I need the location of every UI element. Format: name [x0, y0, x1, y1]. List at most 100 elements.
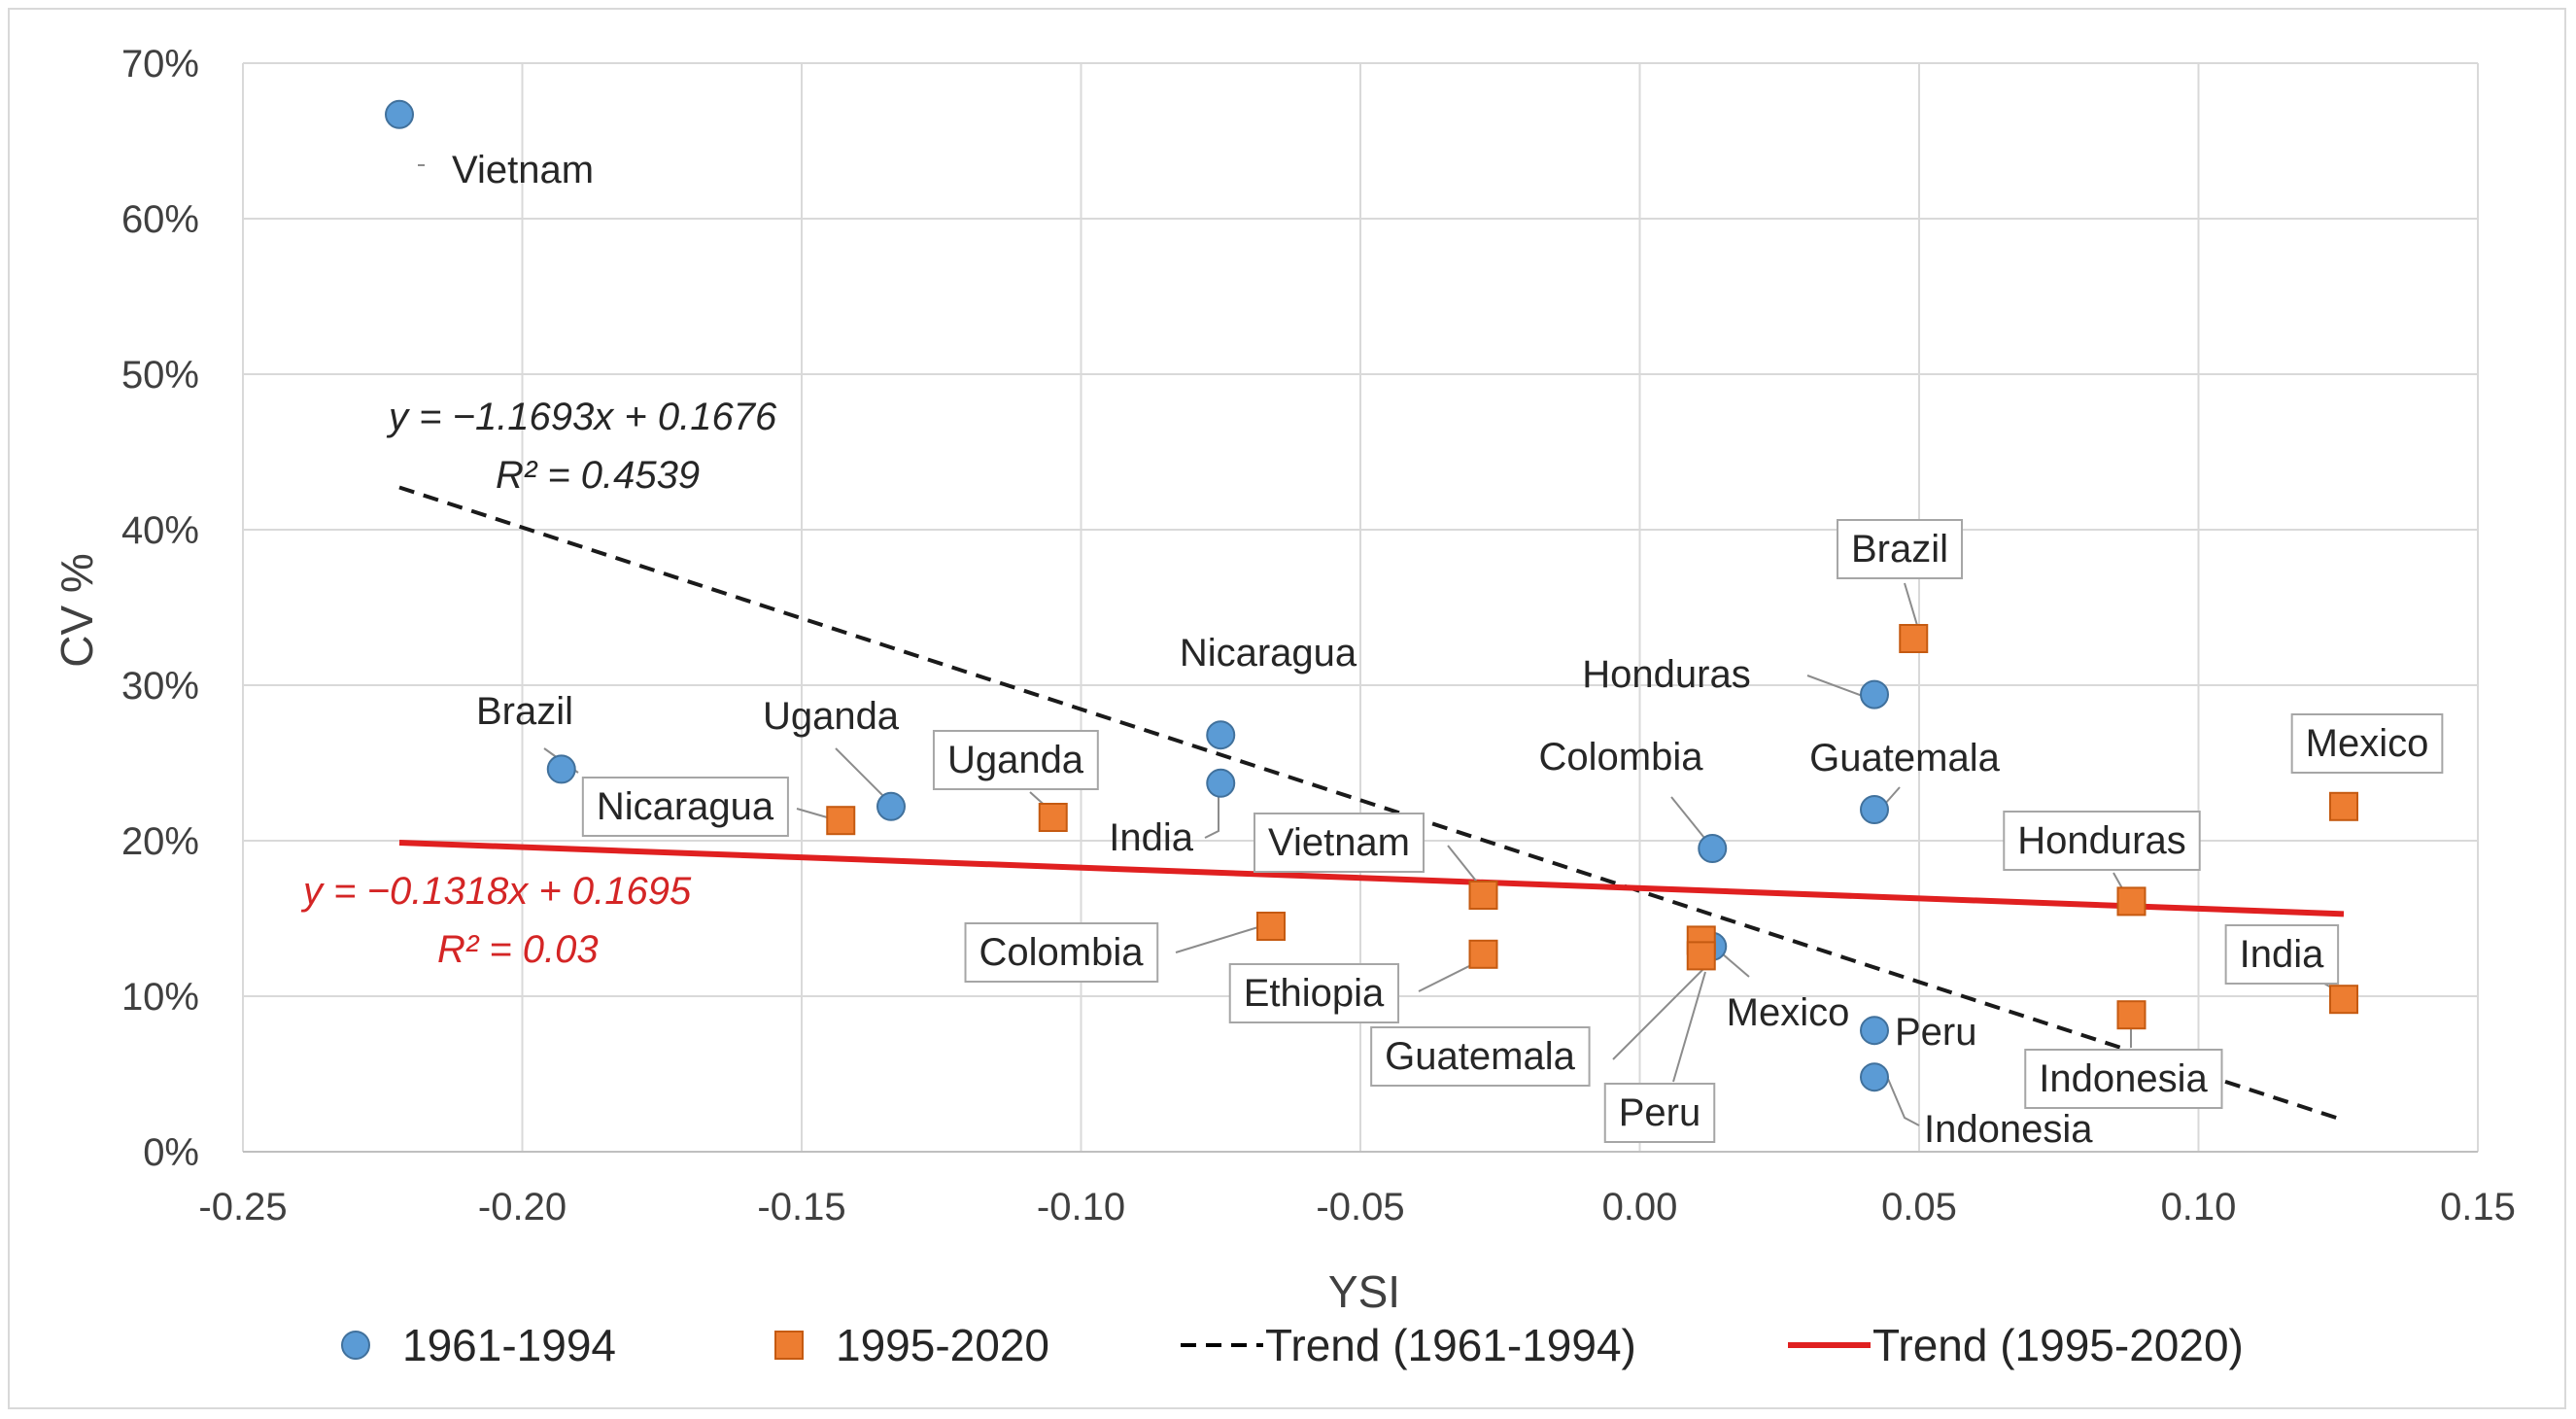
label-box-1995-2020-mexico — [2290, 713, 2444, 774]
legend-marker-1961-1994 — [341, 1331, 370, 1360]
y-tick-label: 60% — [121, 198, 199, 241]
legend-label-trend-1961-1994: Trend (1961-1994) — [1265, 1320, 1636, 1370]
label-1995-2020-peru: Peru — [1619, 1091, 1701, 1134]
point-1995-2020-vietnam — [1468, 881, 1498, 910]
label-1995-2020-colombia: Colombia — [979, 931, 1145, 974]
label-box-1995-2020-vietnam — [1253, 813, 1425, 873]
x-axis-title: YSI — [1328, 1266, 1400, 1317]
point-1995-2020-nicaragua — [826, 806, 856, 836]
label-1995-2020-indonesia: Indonesia — [2039, 1057, 2208, 1100]
trend-1995-r2: R² = 0.03 — [437, 928, 599, 971]
chart-frame — [8, 8, 2566, 1409]
leader-1961-1994-india — [1204, 795, 1219, 839]
y-tick-label: 0% — [143, 1131, 199, 1174]
label-1961-1994-mexico: Mexico — [1727, 991, 1850, 1034]
data-points — [385, 99, 2358, 1092]
label-box-1995-2020-brazil — [1836, 519, 1964, 579]
point-1995-2020-mexico — [2329, 791, 2358, 821]
label-1961-1994-colombia: Colombia — [1539, 736, 1704, 779]
label-box-1995-2020-uganda — [932, 730, 1099, 790]
x-tick-label: -0.25 — [198, 1186, 287, 1229]
trendline-1961-1994 — [398, 485, 2345, 1123]
label-1961-1994-india: India — [1109, 816, 1193, 859]
x-tick-label: -0.15 — [757, 1186, 845, 1229]
data-labels: Vietnam Brazil Uganda Nicaragua India Colombi… — [452, 149, 2444, 1151]
point-1995-2020-ethiopia — [1468, 939, 1498, 969]
label-1961-1994-peru: Peru — [1895, 1011, 1977, 1054]
legend-label-1995-2020: 1995-2020 — [836, 1320, 1049, 1370]
label-leader-lines — [418, 164, 2348, 1126]
trend-equations: y = −1.1693x + 0.1676 R² = 0.4539 y = −0… — [300, 396, 777, 971]
grid — [242, 62, 2479, 1153]
point-1961-1994-brazil — [546, 754, 576, 784]
leader-1961-1994-indonesia — [1887, 1078, 1920, 1126]
label-box-1995-2020-india — [2224, 924, 2340, 985]
leader-1995-2020-guatemala — [1612, 966, 1706, 1060]
trend-1961-equation: y = −1.1693x + 0.1676 — [386, 396, 777, 438]
label-1961-1994-indonesia: Indonesia — [1924, 1108, 2093, 1151]
label-1995-2020-nicaragua: Nicaragua — [597, 785, 774, 828]
label-1961-1994-vietnam: Vietnam — [452, 149, 594, 191]
x-tick-label: -0.20 — [478, 1186, 567, 1229]
label-1995-2020-ethiopia: Ethiopia — [1244, 972, 1385, 1015]
y-tick-label: 40% — [121, 509, 199, 552]
x-tick-label: 0.05 — [1881, 1186, 1957, 1229]
x-tick-label: 0.15 — [2440, 1186, 2516, 1229]
x-tick-label: 0.00 — [1602, 1186, 1678, 1229]
trendlines — [398, 485, 2345, 1123]
label-1961-1994-guatemala: Guatemala — [1809, 737, 2000, 779]
legend: 1961-1994 1995-2020 Trend (1961-1994) Tr… — [341, 1320, 2244, 1370]
label-box-1995-2020-colombia — [964, 922, 1159, 983]
point-1995-2020-india — [2329, 985, 2358, 1015]
point-1995-2020-colombia — [1256, 912, 1286, 941]
trend-1995-equation: y = −0.1318x + 0.1695 — [300, 870, 692, 913]
leader-1995-2020-peru — [1672, 971, 1706, 1083]
y-tick-label: 30% — [121, 665, 199, 708]
label-1995-2020-brazil: Brazil — [1851, 528, 1948, 571]
label-1995-2020-uganda: Uganda — [947, 739, 1084, 781]
label-1961-1994-honduras: Honduras — [1582, 653, 1750, 696]
point-1995-2020-brazil — [1899, 624, 1929, 653]
legend-label-trend-1995-2020: Trend (1995-2020) — [1872, 1320, 2244, 1370]
leader-1995-2020-colombia — [1175, 925, 1262, 953]
label-1995-2020-india: India — [2240, 933, 2324, 976]
x-tick-label: -0.10 — [1037, 1186, 1125, 1229]
point-1961-1994-peru — [1860, 1016, 1889, 1046]
point-1961-1994-indonesia — [1860, 1062, 1889, 1092]
point-1961-1994-uganda — [876, 791, 906, 821]
x-tick-labels: -0.25 -0.20 -0.15 -0.10 -0.05 0.00 0.05 0.10 0.1… — [198, 1186, 2516, 1229]
legend-label-1961-1994: 1961-1994 — [402, 1320, 616, 1370]
point-1961-1994-vietnam — [385, 99, 414, 129]
label-box-1995-2020-guatemala — [1370, 1026, 1591, 1087]
label-box-1995-2020-nicaragua — [581, 777, 789, 837]
label-1995-2020-mexico: Mexico — [2306, 722, 2429, 765]
label-1961-1994-uganda: Uganda — [763, 695, 900, 738]
label-box-1995-2020-indonesia — [2024, 1049, 2223, 1109]
label-1995-2020-guatemala: Guatemala — [1385, 1035, 1575, 1078]
label-box-1995-2020-honduras — [2003, 811, 2201, 871]
y-tick-labels: 0% 10% 20% 30% 40% 50% 60% 70% — [121, 43, 199, 1174]
point-1995-2020-honduras — [2116, 886, 2147, 917]
legend-marker-1995-2020 — [774, 1331, 804, 1360]
label-box-1995-2020-peru — [1603, 1083, 1716, 1143]
label-1961-1994-nicaragua: Nicaragua — [1180, 632, 1357, 675]
leader-1995-2020-brazil — [1904, 582, 1920, 633]
point-1995-2020-indonesia — [2116, 1000, 2147, 1030]
trendline-1995-2020 — [398, 839, 2345, 917]
y-axis-title: CV % — [52, 553, 102, 668]
y-tick-label: 70% — [121, 43, 199, 86]
point-1961-1994-india — [1206, 768, 1236, 798]
leader-1961-1994-uganda — [835, 747, 890, 803]
point-1995-2020-uganda — [1038, 803, 1068, 832]
y-tick-label: 10% — [121, 976, 199, 1019]
trend-1961-r2: R² = 0.4539 — [496, 454, 700, 497]
y-tick-label: 50% — [121, 354, 199, 397]
point-1961-1994-honduras — [1860, 679, 1889, 710]
leader-1961-1994-honduras — [1806, 675, 1869, 699]
point-1995-2020-peru — [1686, 941, 1716, 971]
label-1961-1994-brazil: Brazil — [476, 690, 573, 733]
point-1961-1994-guatemala — [1860, 795, 1889, 824]
label-1995-2020-honduras: Honduras — [2017, 819, 2185, 862]
point-1961-1994-colombia — [1698, 834, 1728, 863]
